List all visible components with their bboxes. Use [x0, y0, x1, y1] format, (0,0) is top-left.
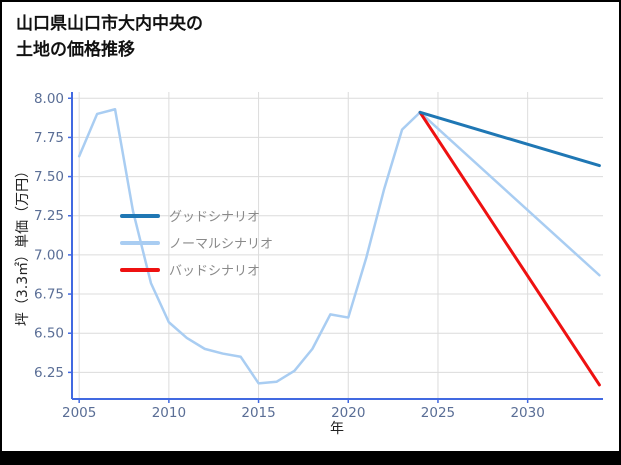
legend-line-swatch [120, 213, 160, 218]
page-title: 山口県山口市大内中央の 土地の価格推移 [16, 12, 203, 63]
x-tick-label: 2005 [62, 405, 96, 421]
series-line-グッドシナリオ [418, 110, 601, 168]
bottom-black-bar [2, 451, 619, 463]
x-axis-label: 年 [330, 421, 344, 437]
x-tick-label: 2010 [152, 405, 186, 421]
chart-legend: グッドシナリオ ノーマルシナリオ バッドシナリオ [120, 202, 273, 283]
y-tick-label: 6.25 [34, 365, 64, 381]
legend-line-swatch [120, 267, 160, 272]
x-tick-label: 2025 [421, 405, 455, 421]
legend-label: グッドシナリオ [169, 210, 261, 225]
legend-item: バッドシナリオ [120, 256, 273, 283]
y-tick-label: 6.75 [34, 287, 64, 303]
series-line-ノーマルシナリオ [77, 107, 601, 385]
legend-label: ノーマルシナリオ [169, 237, 274, 252]
y-axis-label: 坪（3.3㎡）単価（万円） [15, 163, 31, 327]
y-tick-label: 7.00 [34, 247, 64, 263]
x-tick-label: 2030 [510, 405, 544, 421]
y-tick-label: 7.50 [34, 169, 64, 185]
legend-label: バッドシナリオ [169, 264, 261, 279]
title-line-1: 山口県山口市大内中央の [16, 14, 203, 34]
y-tick-label: 7.75 [34, 130, 64, 146]
title-line-2: 土地の価格推移 [16, 39, 135, 60]
x-tick-label: 2020 [331, 405, 365, 421]
y-tick-label: 8.00 [34, 91, 64, 107]
x-tick-label: 2015 [241, 405, 275, 421]
legend-item: グッドシナリオ [120, 202, 273, 229]
legend-line-swatch [120, 240, 160, 245]
series-line-バッドシナリオ [418, 110, 601, 387]
legend-item: ノーマルシナリオ [120, 229, 273, 256]
y-tick-label: 6.50 [34, 326, 64, 342]
y-tick-label: 7.25 [34, 208, 64, 224]
